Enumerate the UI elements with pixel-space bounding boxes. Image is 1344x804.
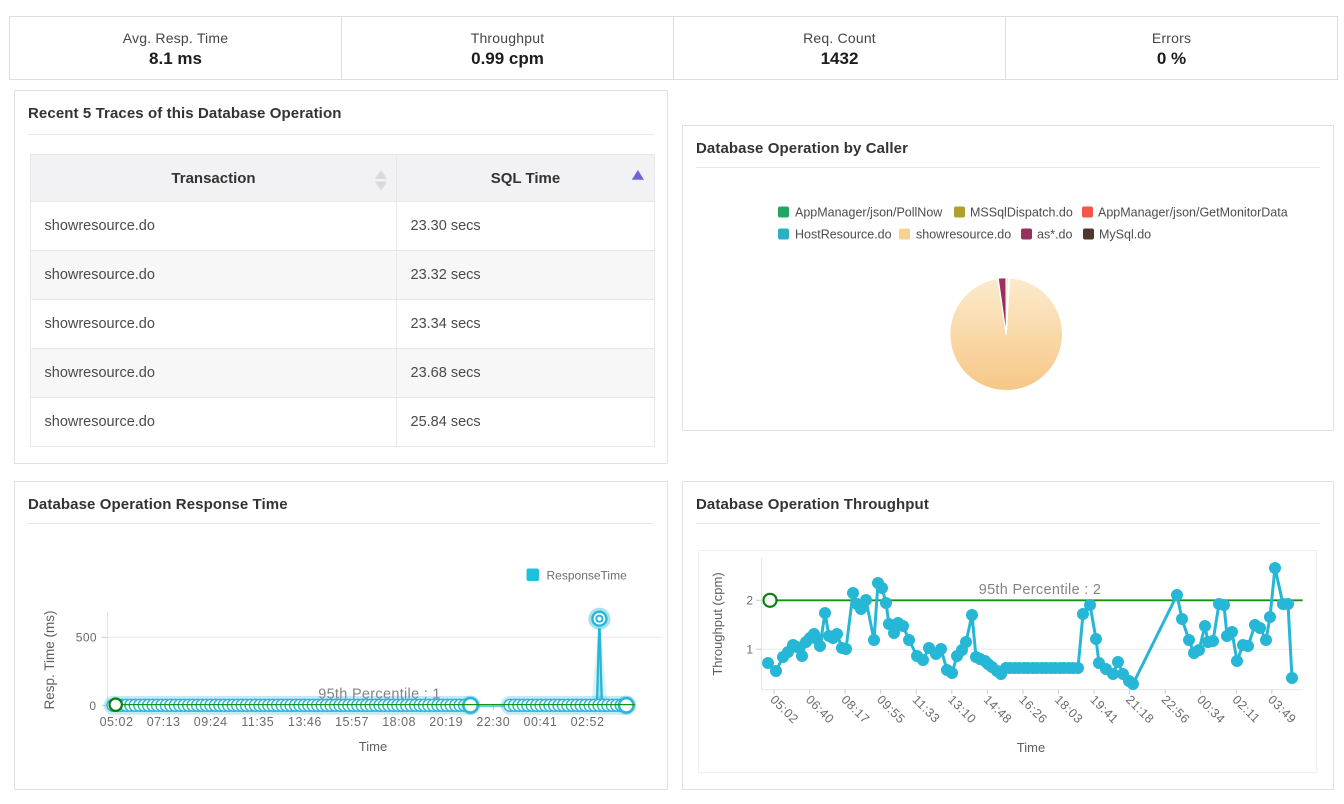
svg-text:Time: Time bbox=[1017, 740, 1045, 755]
svg-text:19:41: 19:41 bbox=[1087, 693, 1121, 727]
svg-text:15:57: 15:57 bbox=[335, 715, 369, 729]
svg-text:05:02: 05:02 bbox=[767, 693, 801, 727]
svg-text:Throughput (cpm): Throughput (cpm) bbox=[710, 572, 725, 675]
svg-text:18:03: 18:03 bbox=[1052, 693, 1086, 727]
svg-text:AppManager/json/GetMonitorData: AppManager/json/GetMonitorData bbox=[1098, 206, 1288, 220]
svg-text:HostResource.do: HostResource.do bbox=[795, 228, 892, 242]
svg-text:2: 2 bbox=[746, 594, 753, 608]
svg-text:02:52: 02:52 bbox=[571, 715, 605, 729]
svg-text:1: 1 bbox=[746, 642, 753, 656]
svg-text:MySql.do: MySql.do bbox=[1099, 228, 1151, 242]
svg-text:07:13: 07:13 bbox=[147, 715, 181, 729]
svg-text:08:17: 08:17 bbox=[838, 693, 872, 727]
svg-text:Resp. Time (ms): Resp. Time (ms) bbox=[42, 610, 57, 709]
svg-text:16:26: 16:26 bbox=[1016, 693, 1050, 727]
svg-text:06:40: 06:40 bbox=[803, 693, 837, 727]
svg-text:13:10: 13:10 bbox=[945, 693, 979, 727]
svg-text:Time: Time bbox=[359, 739, 387, 754]
svg-text:AppManager/json/PollNow: AppManager/json/PollNow bbox=[795, 206, 943, 220]
svg-text:MSSqlDispatch.do: MSSqlDispatch.do bbox=[970, 206, 1073, 220]
svg-text:00:41: 00:41 bbox=[524, 715, 558, 729]
svg-text:0: 0 bbox=[89, 699, 96, 713]
svg-text:22:56: 22:56 bbox=[1159, 693, 1193, 727]
svg-text:95th Percentile : 2: 95th Percentile : 2 bbox=[979, 582, 1102, 598]
svg-text:11:33: 11:33 bbox=[910, 693, 943, 726]
svg-text:21:18: 21:18 bbox=[1123, 693, 1157, 727]
svg-text:500: 500 bbox=[76, 630, 97, 644]
svg-text:05:02: 05:02 bbox=[100, 715, 134, 729]
svg-text:00:34: 00:34 bbox=[1194, 693, 1228, 727]
svg-text:showresource.do: showresource.do bbox=[916, 228, 1011, 242]
svg-text:11:35: 11:35 bbox=[241, 715, 274, 729]
svg-text:03:49: 03:49 bbox=[1265, 693, 1299, 727]
svg-text:22:30: 22:30 bbox=[476, 715, 510, 729]
svg-text:14:48: 14:48 bbox=[981, 693, 1015, 727]
svg-text:13:46: 13:46 bbox=[288, 715, 322, 729]
svg-text:09:55: 09:55 bbox=[874, 693, 908, 727]
svg-text:ResponseTime: ResponseTime bbox=[547, 569, 628, 583]
svg-text:95th Percentile : 1: 95th Percentile : 1 bbox=[318, 687, 441, 703]
svg-text:as*.do: as*.do bbox=[1037, 228, 1072, 242]
svg-text:20:19: 20:19 bbox=[429, 715, 463, 729]
svg-text:18:08: 18:08 bbox=[382, 715, 416, 729]
svg-text:09:24: 09:24 bbox=[194, 715, 228, 729]
svg-text:02:11: 02:11 bbox=[1230, 693, 1263, 726]
